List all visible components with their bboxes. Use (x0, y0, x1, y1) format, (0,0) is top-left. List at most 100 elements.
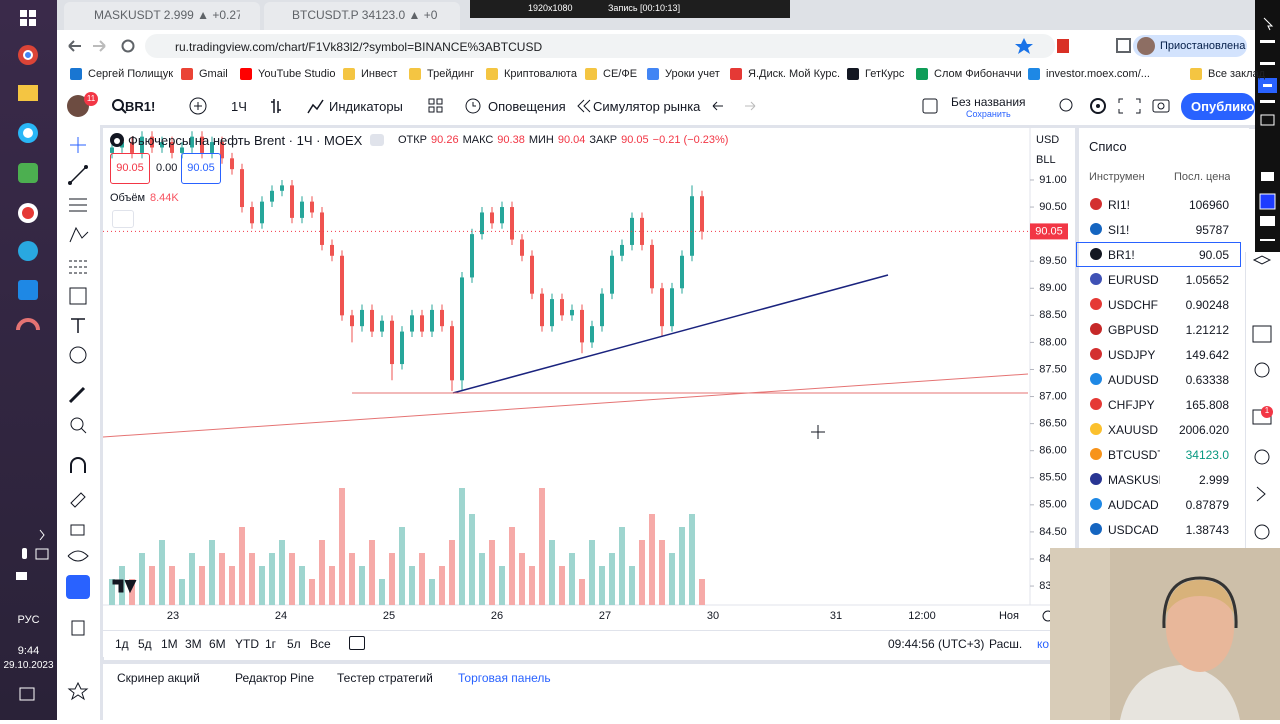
range-button[interactable]: YTD (235, 637, 259, 651)
candle-body (570, 309, 574, 316)
trend-line[interactable] (103, 373, 1029, 438)
bookmark[interactable]: Слом Фибоначчи (934, 68, 1022, 80)
watchlist-symbol[interactable]: BTCUSDT. (1108, 448, 1160, 462)
watchlist-price: 0.87879 (1185, 498, 1229, 512)
bookmark[interactable]: investor.moex.com/... (1046, 68, 1150, 80)
interval[interactable]: 1Ч (231, 99, 247, 114)
watchlist-price: 90.05 (1198, 248, 1229, 262)
watchlist-symbol[interactable]: BR1! (1108, 248, 1135, 262)
tab[interactable] (264, 2, 460, 30)
ask-box[interactable]: 90.05 (181, 153, 221, 184)
bookmark[interactable]: Инвест (361, 68, 398, 80)
volume-bar (679, 527, 685, 605)
y-tick-label: 87.50 (1039, 363, 1067, 375)
volume-bar (449, 540, 455, 605)
volume-bar (179, 579, 185, 605)
bookmark[interactable]: Я.Диск. Мой Курс. (748, 68, 841, 80)
watchlist-symbol[interactable]: AUDCAD (1108, 498, 1159, 512)
watchlist-title[interactable]: Списо (1089, 139, 1127, 154)
tab[interactable] (64, 2, 260, 30)
watchlist-symbol[interactable]: MASKUSD (1108, 473, 1160, 487)
watchlist-symbol[interactable]: RI1! (1108, 198, 1131, 212)
spread: 0.00 (156, 162, 178, 174)
panel-tab[interactable]: Редактор Pine (235, 671, 315, 685)
bookmark[interactable]: Криптовалюта (504, 68, 577, 80)
watchlist-symbol[interactable]: GBPUSD (1108, 323, 1159, 337)
watchlist-symbol[interactable]: CHFJPY (1108, 398, 1155, 412)
range-button[interactable]: Все (310, 637, 331, 651)
extended-hours[interactable]: Расш. (989, 637, 1023, 651)
volume-bar (249, 553, 255, 605)
taskbar (0, 0, 57, 720)
collapse-button[interactable] (112, 210, 134, 228)
column-header[interactable]: Инструмен (1089, 171, 1145, 183)
panel-tab[interactable]: Торговая панель (458, 671, 551, 685)
y-tick-label: 90.50 (1039, 201, 1067, 213)
y-tick-label: 89.50 (1039, 255, 1067, 267)
watchlist (1075, 128, 1249, 548)
profile-button[interactable] (1133, 35, 1247, 57)
indicators-button[interactable]: Индикаторы (329, 99, 403, 114)
range-button[interactable]: 1д (115, 637, 129, 651)
symbol-search[interactable]: BR1! (125, 99, 156, 114)
range-button[interactable]: 3М (185, 637, 202, 651)
watchlist-price: 1.21212 (1185, 323, 1229, 337)
currency: USD (1036, 134, 1059, 146)
volume-bar (209, 540, 215, 605)
auto-scale[interactable]: ко (1037, 637, 1050, 651)
ohlc-value: 90.26 (431, 134, 459, 146)
trend-line[interactable] (452, 274, 889, 394)
bookmark[interactable]: Gmail (199, 68, 228, 80)
volume-bar (139, 553, 145, 605)
candle-body (260, 201, 264, 224)
watchlist-symbol[interactable]: EURUSD (1108, 273, 1159, 287)
alerts-button[interactable]: Оповещения (488, 99, 566, 114)
watchlist-symbol[interactable]: USDCHF (1108, 298, 1158, 312)
bookmark[interactable]: Трейдинг (427, 68, 475, 80)
bookmark[interactable]: Все заклад (1208, 68, 1266, 80)
bookmark[interactable]: ГетКурс (865, 68, 905, 80)
panel-tab[interactable]: Тестер стратегий (337, 671, 433, 685)
column-header[interactable]: Посл. цена (1174, 171, 1230, 183)
omnibox[interactable] (145, 34, 1055, 58)
watchlist-symbol[interactable]: SI1! (1108, 223, 1130, 237)
candle-body (430, 309, 434, 332)
volume-bar (389, 553, 395, 605)
candle-body (230, 158, 234, 170)
watchlist-price: 2006.020 (1178, 423, 1229, 437)
symbol-flag (1090, 198, 1102, 210)
volume-bar (579, 579, 585, 605)
range-button[interactable]: 5л (287, 637, 301, 651)
taskbar-language: РУС (17, 614, 40, 626)
watchlist-symbol[interactable]: XAUUSD (1108, 423, 1159, 437)
candle-body (140, 136, 144, 153)
watchlist-symbol[interactable]: AUDUSD (1108, 373, 1159, 387)
bookmark[interactable]: Сергей Полищук (88, 68, 174, 80)
bookmark-icon (70, 68, 82, 80)
panel-tab[interactable]: Скринер акций (117, 671, 200, 685)
range-button[interactable]: 1М (161, 637, 178, 651)
volume-bar (199, 566, 205, 605)
ohlc-change: −0.21 (−0.23%) (652, 134, 729, 146)
bookmark[interactable]: YouTube Studio (258, 68, 336, 80)
bookmark[interactable]: CE/ФЕ (603, 68, 638, 80)
volume-bar (339, 488, 345, 605)
x-tick-label: Ноя (999, 610, 1019, 622)
symbol-flag (1090, 348, 1102, 360)
volume-bar (609, 553, 615, 605)
layout-name[interactable]: Без названия (951, 95, 1026, 109)
legend-title: Фьючерсы на нефть Brent · 1Ч · MOEX (128, 133, 363, 148)
replay-button[interactable]: Симулятор рынка (593, 99, 701, 114)
publish-button[interactable]: Опубликовать (1191, 99, 1255, 114)
symbol-flag (1090, 498, 1102, 510)
range-button[interactable]: 5д (138, 637, 152, 651)
bottom-panel (103, 660, 1050, 724)
watchlist-symbol[interactable]: USDJPY (1108, 348, 1156, 362)
watchlist-price: 106960 (1188, 198, 1229, 212)
bookmark[interactable]: Уроки учет (665, 68, 720, 80)
range-button[interactable]: 1г (265, 637, 277, 651)
watchlist-symbol[interactable]: USDCAD (1108, 523, 1159, 537)
bookmark-icon (847, 68, 859, 80)
range-button[interactable]: 6М (209, 637, 226, 651)
bid-box[interactable]: 90.05 (110, 153, 150, 184)
